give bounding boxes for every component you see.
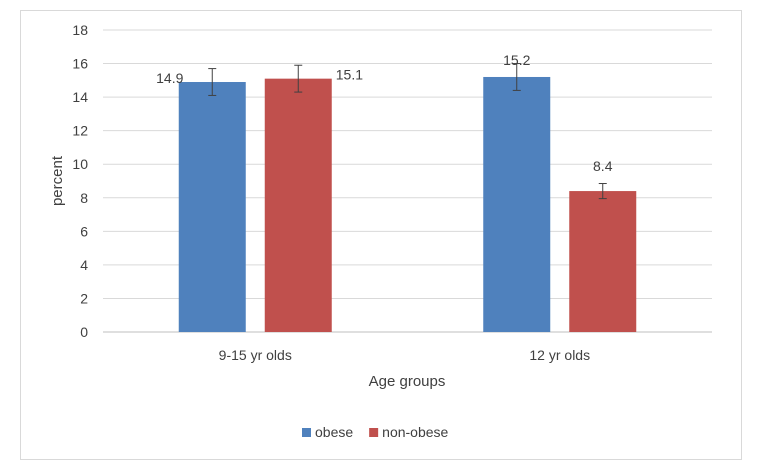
y-tick-label: 6 [80,223,88,239]
y-axis-ticks: 0 2 4 6 8 10 12 14 16 18 [72,22,88,340]
data-label: 15.2 [503,52,530,68]
y-tick-label: 10 [72,156,88,172]
y-tick-label: 18 [72,22,88,38]
y-axis-title: percent [49,155,66,206]
y-tick-label: 2 [80,290,88,306]
x-axis-title: Age groups [369,373,446,390]
legend-label: obese [315,424,353,440]
y-tick-label: 12 [72,123,88,139]
data-label: 15.1 [336,67,363,83]
y-tick-label: 16 [72,56,88,72]
bar-obese [483,76,551,332]
x-axis-ticks: 9-15 yr olds 12 yr olds [219,347,590,363]
bar-obese [178,82,246,332]
y-tick-label: 4 [80,257,88,273]
x-tick-label: 12 yr olds [529,347,590,363]
legend-swatch [302,428,311,437]
bar-non-obese [569,191,637,332]
x-tick-label: 9-15 yr olds [219,347,292,363]
error-bars [208,63,607,200]
legend-swatch [369,428,379,437]
bars [178,76,637,333]
y-tick-label: 14 [72,89,88,105]
y-tick-label: 0 [80,324,88,340]
data-label: 14.9 [156,70,183,86]
bar-non-obese [264,78,332,333]
legend-label: non-obese [382,424,448,440]
data-labels: 14.9 15.1 15.2 8.4 [156,52,613,174]
y-tick-label: 8 [80,190,88,206]
legend: obese non-obese [302,424,449,440]
data-label: 8.4 [593,158,613,174]
